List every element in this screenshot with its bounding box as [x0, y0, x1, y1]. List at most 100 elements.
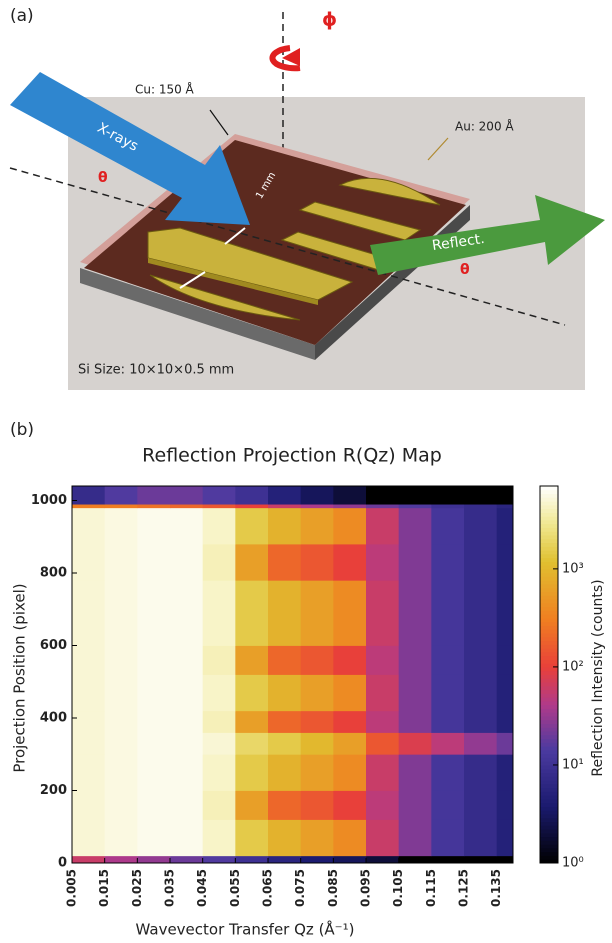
- colorbar-step: [540, 697, 558, 701]
- panel-b: (b) Reflection Projection R(Qz) Map Wave…: [10, 420, 606, 939]
- heatmap-cell: [399, 820, 432, 857]
- heatmap-cell: [268, 820, 301, 857]
- heatmap-cell: [366, 711, 399, 733]
- heatmap-cell: [235, 675, 268, 712]
- heatmap-cell: [268, 754, 301, 791]
- cu-label: Cu: 150 Å: [135, 82, 195, 97]
- colorbar-step: [540, 497, 558, 501]
- colorbar-step: [540, 708, 558, 712]
- heatmap-cell: [170, 646, 203, 675]
- heatmap-cell: [431, 580, 464, 646]
- heatmap-cell: [366, 675, 399, 712]
- heatmap-cell: [497, 820, 514, 857]
- heatmap-cell: [137, 486, 170, 505]
- heatmap-cell: [399, 646, 432, 675]
- heatmap-cell: [72, 733, 105, 755]
- colorbar-step: [540, 614, 558, 618]
- heatmap-cell: [464, 733, 497, 755]
- colorbar-step: [540, 554, 558, 558]
- heatmap-cell: [333, 486, 366, 505]
- colorbar-step: [540, 682, 558, 686]
- heatmap-cell: [464, 580, 497, 646]
- heatmap-cell: [203, 544, 236, 581]
- heatmap-cell: [366, 580, 399, 646]
- x-tick-label: 0.135: [489, 869, 503, 907]
- colorbar-step: [540, 501, 558, 505]
- colorbar-step: [540, 599, 558, 603]
- heatmap-cell: [72, 486, 105, 505]
- panel-label: (a): [10, 6, 34, 26]
- heatmap-cell: [170, 580, 203, 646]
- heatmap-cell: [170, 820, 203, 857]
- colorbar-step: [540, 720, 558, 724]
- heatmap-cell: [366, 486, 399, 505]
- heatmap-cell: [235, 820, 268, 857]
- colorbar-step: [540, 829, 558, 833]
- heatmap-cell: [301, 733, 334, 755]
- colorbar-step: [540, 516, 558, 520]
- colorbar-step: [540, 803, 558, 807]
- heatmap-cell: [268, 486, 301, 505]
- heatmap-cell: [268, 791, 301, 820]
- heatmap-cell: [235, 544, 268, 581]
- colorbar-step: [540, 814, 558, 818]
- heatmap-cell: [366, 733, 399, 755]
- heatmap-cell: [268, 544, 301, 581]
- x-tick-label: 0.055: [228, 869, 242, 907]
- colorbar-step: [540, 603, 558, 607]
- heatmap-cell: [137, 675, 170, 712]
- au-label: Au: 200 Å: [455, 119, 514, 134]
- colorbar-step: [540, 701, 558, 705]
- heatmap-cell: [497, 580, 514, 646]
- colorbar-step: [540, 754, 558, 758]
- colorbar-step: [540, 716, 558, 720]
- y-tick-label: 600: [40, 638, 67, 653]
- colorbar-step: [540, 757, 558, 761]
- heatmap-cell: [235, 486, 268, 505]
- heatmap-cell: [399, 711, 432, 733]
- heatmap-cell: [301, 856, 334, 864]
- colorbar-step: [540, 494, 558, 498]
- colorbar-step: [540, 576, 558, 580]
- heatmap-cell: [137, 856, 170, 864]
- heatmap-cell: [333, 580, 366, 646]
- heatmap-cell: [333, 711, 366, 733]
- colorbar-step: [540, 678, 558, 682]
- heatmap-cell: [137, 580, 170, 646]
- heatmap-cell: [105, 791, 138, 820]
- colorbar-step: [540, 629, 558, 633]
- heatmap-cell: [203, 508, 236, 545]
- heatmap-cell: [464, 856, 497, 864]
- colorbar-step: [540, 769, 558, 773]
- heatmap-cell: [301, 820, 334, 857]
- heatmap-cell: [431, 508, 464, 545]
- colorbar-step: [540, 595, 558, 599]
- colorbar-step: [540, 592, 558, 596]
- x-tick-label: 0.005: [65, 869, 79, 907]
- heatmap-cell: [399, 856, 432, 864]
- colorbar-step: [540, 844, 558, 848]
- colorbar-step: [540, 852, 558, 856]
- colorbar-step: [540, 580, 558, 584]
- heatmap-cell: [105, 711, 138, 733]
- heatmap-cell: [366, 856, 399, 864]
- heatmap-cell: [235, 580, 268, 646]
- heatmap-cell: [333, 504, 366, 508]
- colorbar-step: [540, 746, 558, 750]
- heatmap-cell: [72, 504, 105, 508]
- y-tick-label: 800: [40, 566, 67, 581]
- colorbar-step: [540, 724, 558, 728]
- heatmap-cell: [333, 733, 366, 755]
- heatmap-cell: [203, 486, 236, 505]
- heatmap-cell: [464, 675, 497, 712]
- heatmap-cell: [105, 754, 138, 791]
- heatmap-cell: [72, 820, 105, 857]
- colorbar-step: [540, 622, 558, 626]
- heatmap-cell: [105, 646, 138, 675]
- heatmap-cell: [301, 754, 334, 791]
- heatmap-cell: [137, 733, 170, 755]
- heatmap-cell: [203, 675, 236, 712]
- heatmap-cell: [301, 504, 334, 508]
- x-tick-label: 0.105: [391, 869, 405, 907]
- colorbar-step: [540, 675, 558, 679]
